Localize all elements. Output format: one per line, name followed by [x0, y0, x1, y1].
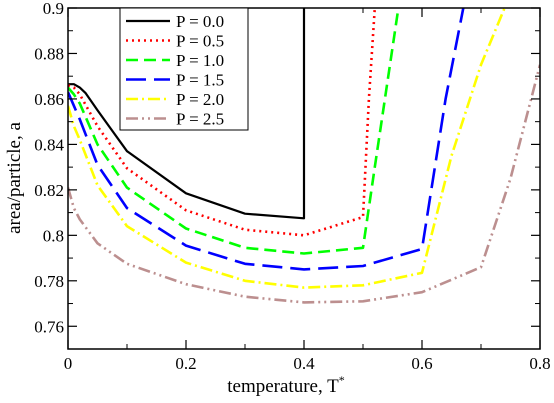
legend-label: P = 1.0 [176, 51, 224, 70]
x-axis: 0 0.2 0.4 0.6 0.8 [64, 8, 551, 373]
y-tick-label: 0.82 [34, 181, 64, 200]
series-line-3 [68, 8, 465, 271]
legend-label: P = 2.0 [176, 90, 224, 109]
x-tick-label: 0.6 [411, 354, 432, 373]
legend-box [119, 7, 249, 131]
x-tick-label: 0.4 [293, 354, 315, 373]
series-line-4 [68, 8, 506, 289]
series-line-5 [68, 64, 540, 304]
y-tick-label: 0.76 [34, 317, 64, 336]
x-tick-label: 0.8 [529, 354, 550, 373]
y-tick-label: 0.78 [34, 272, 64, 291]
x-axis-title: temperature, T* [227, 373, 345, 397]
series-line-0 [68, 8, 306, 220]
y-axis: 0.76 0.78 0.8 0.82 0.84 0.86 0.88 0.9 [34, 0, 540, 336]
y-axis-title: area/particle, a [4, 122, 25, 234]
legend-label: P = 1.5 [176, 71, 224, 90]
legend-label: P = 0.5 [176, 32, 224, 51]
legend: P = 0.0P = 0.5P = 1.0P = 1.5P = 2.0P = 2… [119, 7, 249, 131]
x-tick-label: 0 [64, 354, 73, 373]
series-line-1 [68, 8, 377, 237]
y-tick-label: 0.84 [34, 135, 64, 154]
legend-label: P = 2.5 [176, 110, 224, 129]
series-layer [68, 8, 540, 304]
y-tick-label: 0.88 [34, 44, 64, 63]
x-tick-label: 0.2 [175, 354, 196, 373]
legend-label: P = 0.0 [176, 12, 224, 31]
y-tick-label: 0.8 [43, 226, 64, 245]
y-tick-label: 0.9 [43, 0, 64, 18]
y-tick-label: 0.86 [34, 90, 64, 109]
series-line-2 [68, 8, 400, 255]
